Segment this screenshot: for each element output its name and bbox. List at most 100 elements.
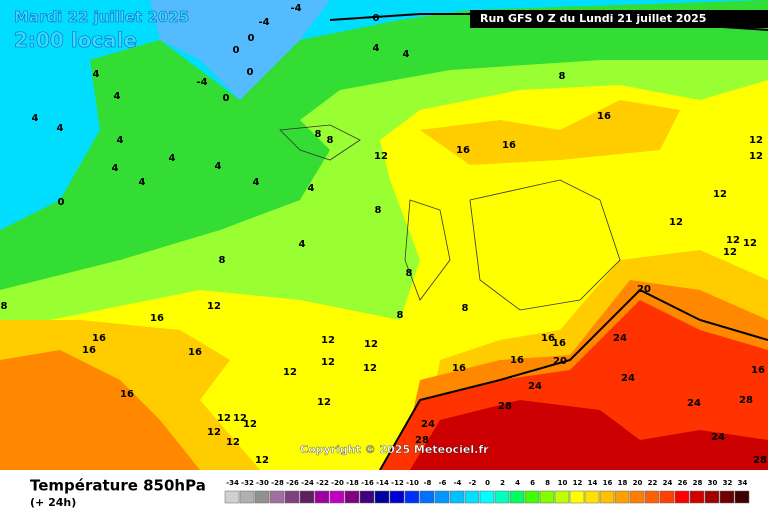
contour-label: 24: [613, 333, 627, 344]
contour-label: 16: [541, 333, 555, 344]
contour-label: 0: [233, 45, 240, 56]
scale-label: 12: [573, 479, 583, 487]
scale-swatch: [524, 490, 540, 504]
contour-label: 0: [223, 93, 230, 104]
scale-swatch: [584, 490, 600, 504]
scale-swatch: [689, 490, 705, 504]
date: Mardi 22 juillet 2025: [14, 8, 189, 26]
scale-label: 16: [603, 479, 613, 487]
scale-label: -20: [331, 479, 344, 487]
footer-title: Température 850hPa: [30, 477, 206, 495]
contour-label: 16: [188, 347, 202, 358]
scale-swatch: [674, 490, 690, 504]
contour-label: 16: [552, 338, 566, 349]
scale-label: -12: [391, 479, 404, 487]
scale-label: 28: [693, 479, 703, 487]
contour-label: 12: [713, 189, 727, 200]
contour-label: 4: [299, 239, 306, 250]
contour-label: 4: [373, 43, 380, 54]
scale-label: 4: [515, 479, 520, 487]
scale-swatch: [314, 490, 330, 504]
scale-label: -32: [241, 479, 254, 487]
contour-label: 8: [315, 129, 322, 140]
scale-swatch: [539, 490, 555, 504]
contour-label: 4: [32, 113, 39, 124]
scale-swatch: [434, 490, 450, 504]
scale-label: 18: [618, 479, 628, 487]
scale-label: -14: [376, 479, 389, 487]
scale-label: -24: [301, 479, 314, 487]
contour-label: 12: [363, 363, 377, 374]
scale-label: 10: [558, 479, 568, 487]
contour-label: 28: [498, 401, 512, 412]
scale-label: 34: [738, 479, 748, 487]
scale-swatch: [554, 490, 570, 504]
scale-swatch: [404, 490, 420, 504]
scale-swatch: [284, 490, 300, 504]
contour-label: 8: [375, 205, 382, 216]
contour-label: 8: [327, 135, 334, 146]
contour-label: 16: [510, 355, 524, 366]
contour-label: 12: [669, 217, 683, 228]
scale-label: 0: [485, 479, 490, 487]
scale-swatch: [734, 490, 750, 504]
contour-label: 28: [753, 455, 767, 466]
contour-label: 28: [415, 435, 429, 446]
scale-swatch: [479, 490, 495, 504]
scale-swatch: [659, 490, 675, 504]
scale-swatch: [359, 490, 375, 504]
contour-label: 12: [749, 135, 763, 146]
contour-label: 12: [321, 335, 335, 346]
contour-label: 20: [553, 356, 567, 367]
contour-label: 16: [456, 145, 470, 156]
scale-label: 32: [723, 479, 733, 487]
contour-label: 12: [226, 437, 240, 448]
scale-label: 8: [545, 479, 550, 487]
scale-swatch: [629, 490, 645, 504]
scale-label: 20: [633, 479, 643, 487]
contour-label: 16: [597, 111, 611, 122]
scale-swatch: [704, 490, 720, 504]
contour-label: 16: [502, 140, 516, 151]
scale-swatch: [344, 490, 360, 504]
contour-label: 12: [321, 357, 335, 368]
scale-swatch: [269, 490, 285, 504]
scale-swatch: [374, 490, 390, 504]
contour-label: 12: [207, 427, 221, 438]
scale-label: -8: [424, 479, 432, 487]
area-28: [410, 400, 768, 470]
contour-label: 12: [255, 455, 269, 466]
contour-label: 16: [452, 363, 466, 374]
contour-label: 12: [726, 235, 740, 246]
scale-swatch: [719, 490, 735, 504]
contour-label: 28: [739, 395, 753, 406]
scale-label: 14: [588, 479, 598, 487]
contour-label: 4: [112, 163, 119, 174]
footer-lead: (+ 24h): [30, 496, 76, 509]
scale-swatch: [419, 490, 435, 504]
contour-label: 12: [283, 367, 297, 378]
contour-label: 12: [364, 339, 378, 350]
scale-swatch: [509, 490, 525, 504]
run-info: Run GFS 0 Z du Lundi 21 juillet 2025: [480, 12, 706, 25]
contour-label: 8: [559, 71, 566, 82]
scale-swatch: [494, 490, 510, 504]
contour-label: 4: [308, 183, 315, 194]
contour-label: 16: [82, 345, 96, 356]
contour-label: 24: [711, 432, 725, 443]
contour-label: 4: [117, 135, 124, 146]
contour-label: -4: [290, 3, 301, 14]
scale-swatch: [614, 490, 630, 504]
isotherm: [379, 288, 768, 471]
contour-label: 8: [1, 301, 8, 312]
contour-label: 12: [233, 413, 247, 424]
contour-label: 24: [621, 373, 635, 384]
contour-label: 4: [253, 177, 260, 188]
contour-label: 20: [637, 284, 651, 295]
contour-label: 0: [58, 197, 65, 208]
contour-label: 12: [217, 413, 231, 424]
scale-swatch: [599, 490, 615, 504]
contour-label: 12: [207, 301, 221, 312]
